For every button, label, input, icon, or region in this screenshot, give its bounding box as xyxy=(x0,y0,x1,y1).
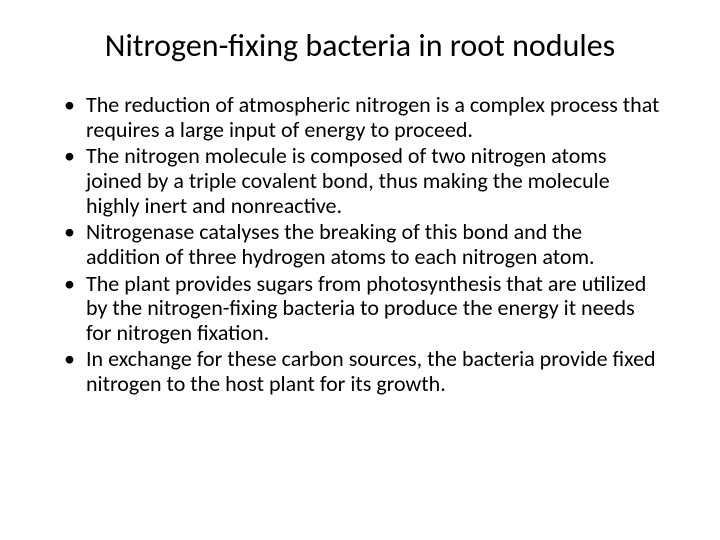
list-item: The nitrogen molecule is composed of two… xyxy=(60,144,660,218)
list-item: The reduction of atmospheric nitrogen is… xyxy=(60,93,660,142)
slide: Nitrogen-fixing bacteria in root nodules… xyxy=(0,0,720,540)
bullet-list: The reduction of atmospheric nitrogen is… xyxy=(60,93,660,397)
list-item: In exchange for these carbon sources, th… xyxy=(60,347,660,396)
slide-title: Nitrogen-fixing bacteria in root nodules xyxy=(60,28,660,63)
list-item: The plant provides sugars from photosynt… xyxy=(60,272,660,346)
list-item: Nitrogenase catalyses the breaking of th… xyxy=(60,220,660,269)
